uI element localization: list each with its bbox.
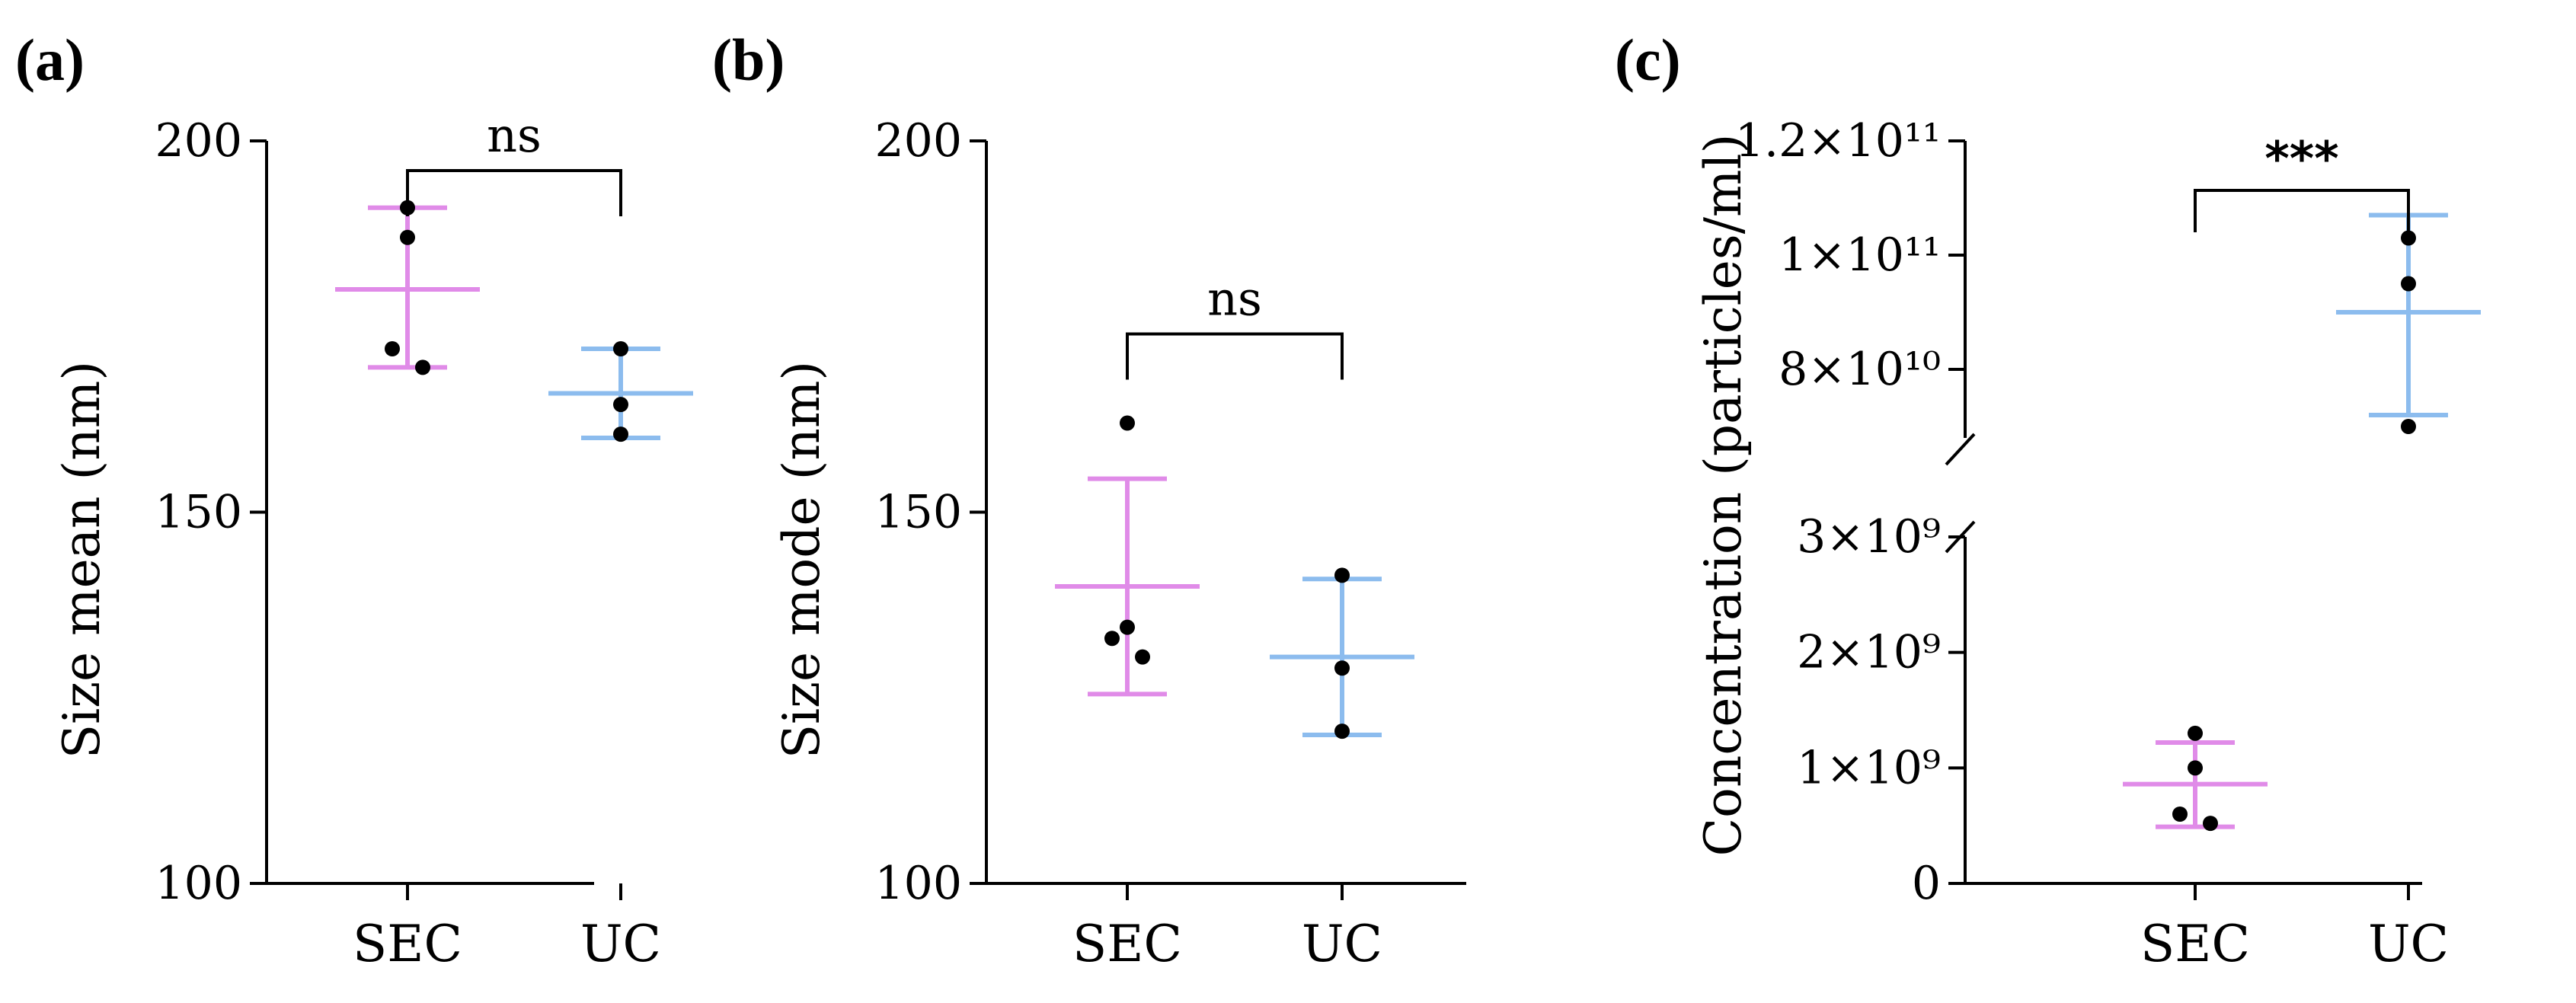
data-point-uc bbox=[2401, 419, 2416, 434]
data-point-sec bbox=[1120, 415, 1135, 431]
category-label-sec-c: SEC bbox=[2140, 915, 2250, 973]
category-label-sec-b: SEC bbox=[1072, 915, 1182, 973]
y-tick-label: 1×10¹¹ bbox=[1779, 228, 1941, 282]
significance-bracket bbox=[2194, 189, 2410, 232]
data-point-uc bbox=[613, 426, 628, 442]
data-point-sec bbox=[1104, 631, 1120, 647]
data-point-sec bbox=[2203, 816, 2218, 832]
panel-label-a: (a) bbox=[15, 27, 85, 93]
data-point-uc bbox=[1334, 724, 1350, 739]
y-ticks-a: 100 150 200 bbox=[155, 114, 267, 910]
category-label-uc-c: UC bbox=[2368, 915, 2449, 973]
data-point-sec bbox=[1120, 619, 1135, 635]
marks-b bbox=[985, 141, 1466, 900]
data-point-sec bbox=[1135, 649, 1150, 665]
data-point-uc bbox=[613, 397, 628, 413]
category-label-sec-a: SEC bbox=[353, 915, 462, 973]
significance-label-c: *** bbox=[2264, 131, 2338, 187]
marks-c bbox=[1945, 141, 2481, 900]
panel-label-c: (c) bbox=[1615, 27, 1681, 93]
y-tick-label: 8×10¹⁰ bbox=[1779, 343, 1941, 396]
panel-a: (a) Size mean (nm) 100 150 200 SEC UC ns bbox=[15, 27, 693, 973]
data-point-uc bbox=[2401, 276, 2416, 292]
y-tick-label: 0 bbox=[1912, 857, 1941, 910]
y-axis-title-b: Size mode (nm) bbox=[772, 361, 831, 759]
panel-c: (c) Concentration (particles/ml) 0 1×10⁹ 2… bbox=[1615, 27, 2481, 973]
y-tick-label: 100 bbox=[155, 857, 242, 910]
data-point-sec bbox=[2188, 760, 2203, 776]
axis-break-mark-upper bbox=[1945, 433, 1976, 466]
significance-label-b: ns bbox=[1207, 271, 1262, 327]
y-tick-label: 150 bbox=[874, 486, 962, 539]
y-tick-label: 200 bbox=[874, 114, 962, 168]
y-tick-label: 3×10⁹ bbox=[1797, 510, 1941, 564]
category-label-uc-b: UC bbox=[1302, 915, 1382, 973]
y-tick-label: 150 bbox=[155, 486, 242, 539]
y-axis-title-c: Concentration (particles/ml) bbox=[1694, 134, 1753, 857]
y-axis-title-a: Size mean (nm) bbox=[53, 361, 111, 759]
data-point-uc bbox=[1334, 567, 1350, 583]
y-tick-label: 1×10⁹ bbox=[1797, 741, 1941, 794]
data-point-uc bbox=[1334, 660, 1350, 676]
axis-break-mark-lower bbox=[1945, 520, 1976, 554]
data-point-sec bbox=[385, 341, 400, 356]
data-point-sec bbox=[2172, 807, 2188, 822]
y-tick-label: 100 bbox=[874, 857, 962, 910]
y-ticks-b: 100 150 200 bbox=[874, 114, 986, 910]
significance-bracket bbox=[1126, 332, 1344, 380]
y-tick-label: 1.2×10¹¹ bbox=[1735, 114, 1941, 168]
data-point-sec bbox=[2188, 725, 2203, 741]
significance-bracket bbox=[406, 169, 622, 216]
data-point-uc bbox=[613, 341, 628, 356]
data-point-sec bbox=[400, 229, 415, 245]
data-point-uc bbox=[2401, 230, 2416, 246]
panel-label-b: (b) bbox=[712, 27, 785, 93]
marks-a bbox=[265, 141, 693, 900]
y-ticks-c: 0 1×10⁹ 2×10⁹ 3×10⁹ 8×10¹⁰ 1×10¹¹ 1.2×10¹¹ bbox=[1735, 114, 1965, 910]
significance-label-a: ns bbox=[487, 107, 542, 163]
y-tick-label: 2×10⁹ bbox=[1797, 626, 1941, 679]
panel-b: (b) Size mode (nm) 100 150 200 SEC UC ns bbox=[712, 27, 1466, 973]
category-label-uc-a: UC bbox=[580, 915, 661, 973]
data-point-sec bbox=[415, 359, 430, 375]
y-tick-label: 200 bbox=[155, 114, 242, 168]
